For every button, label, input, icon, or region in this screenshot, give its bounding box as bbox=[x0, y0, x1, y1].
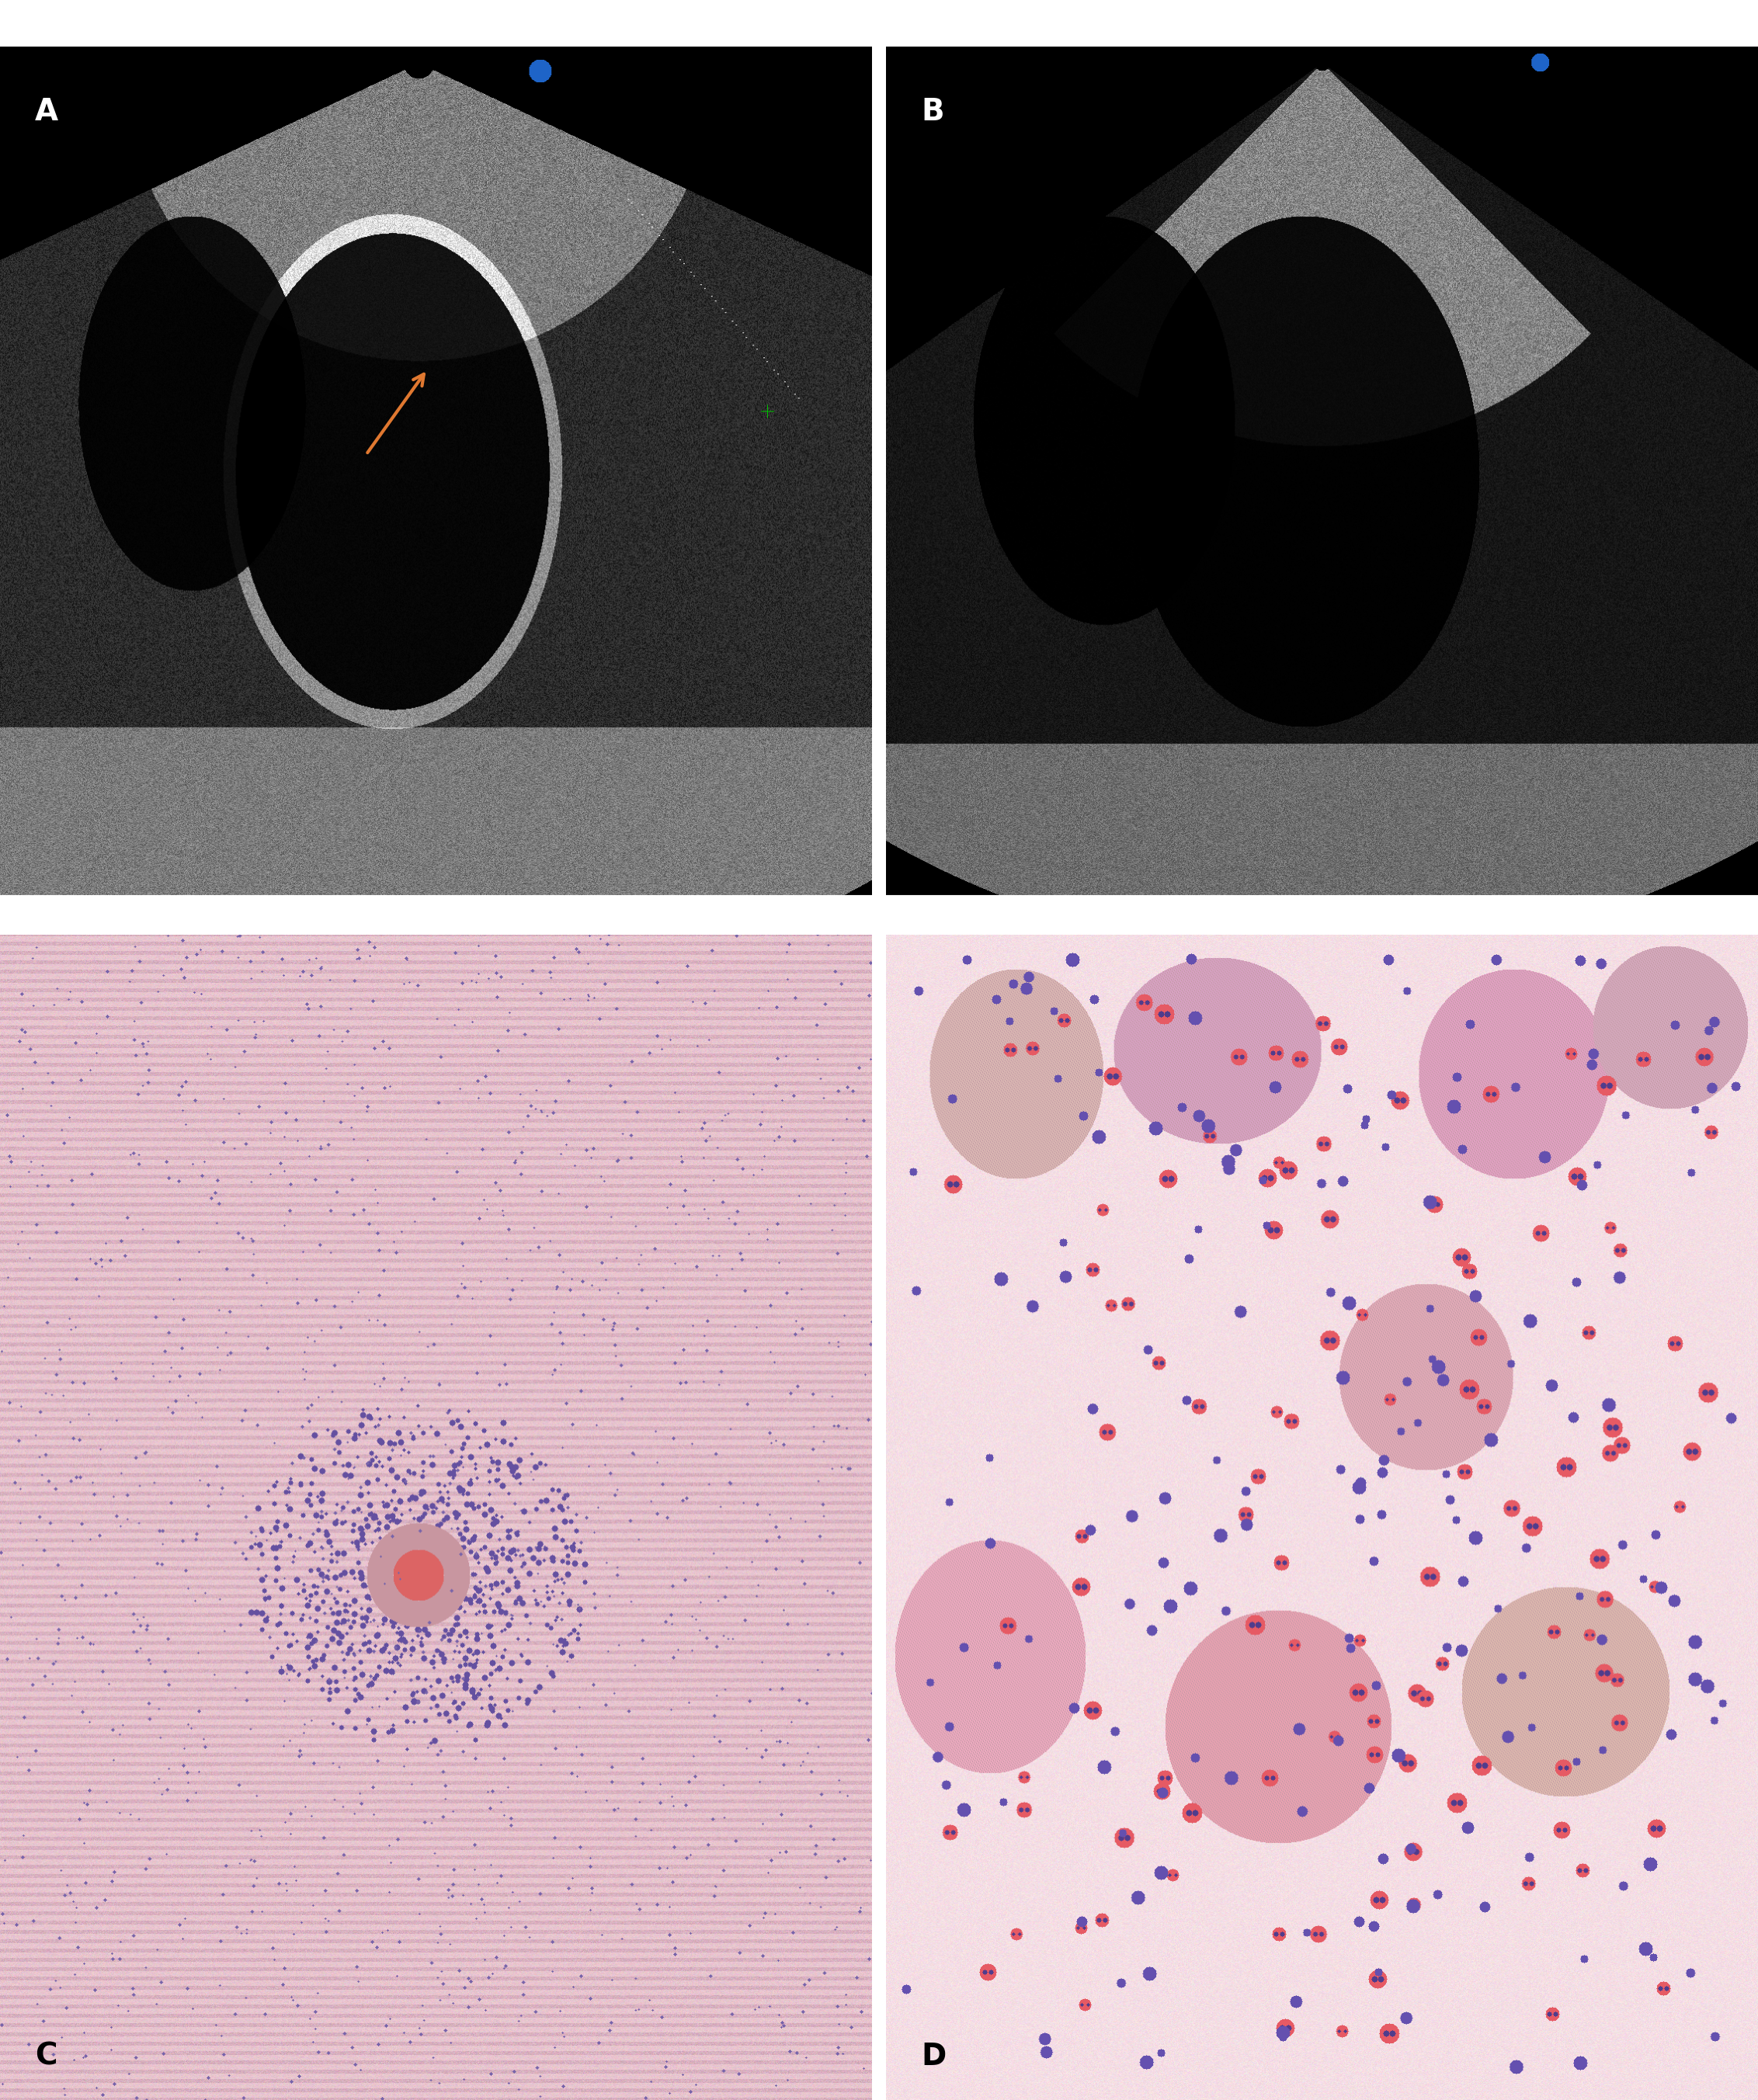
Text: A: A bbox=[35, 97, 58, 126]
Text: D: D bbox=[921, 2041, 946, 2071]
Text: C: C bbox=[35, 2041, 56, 2071]
Text: B: B bbox=[921, 97, 944, 126]
